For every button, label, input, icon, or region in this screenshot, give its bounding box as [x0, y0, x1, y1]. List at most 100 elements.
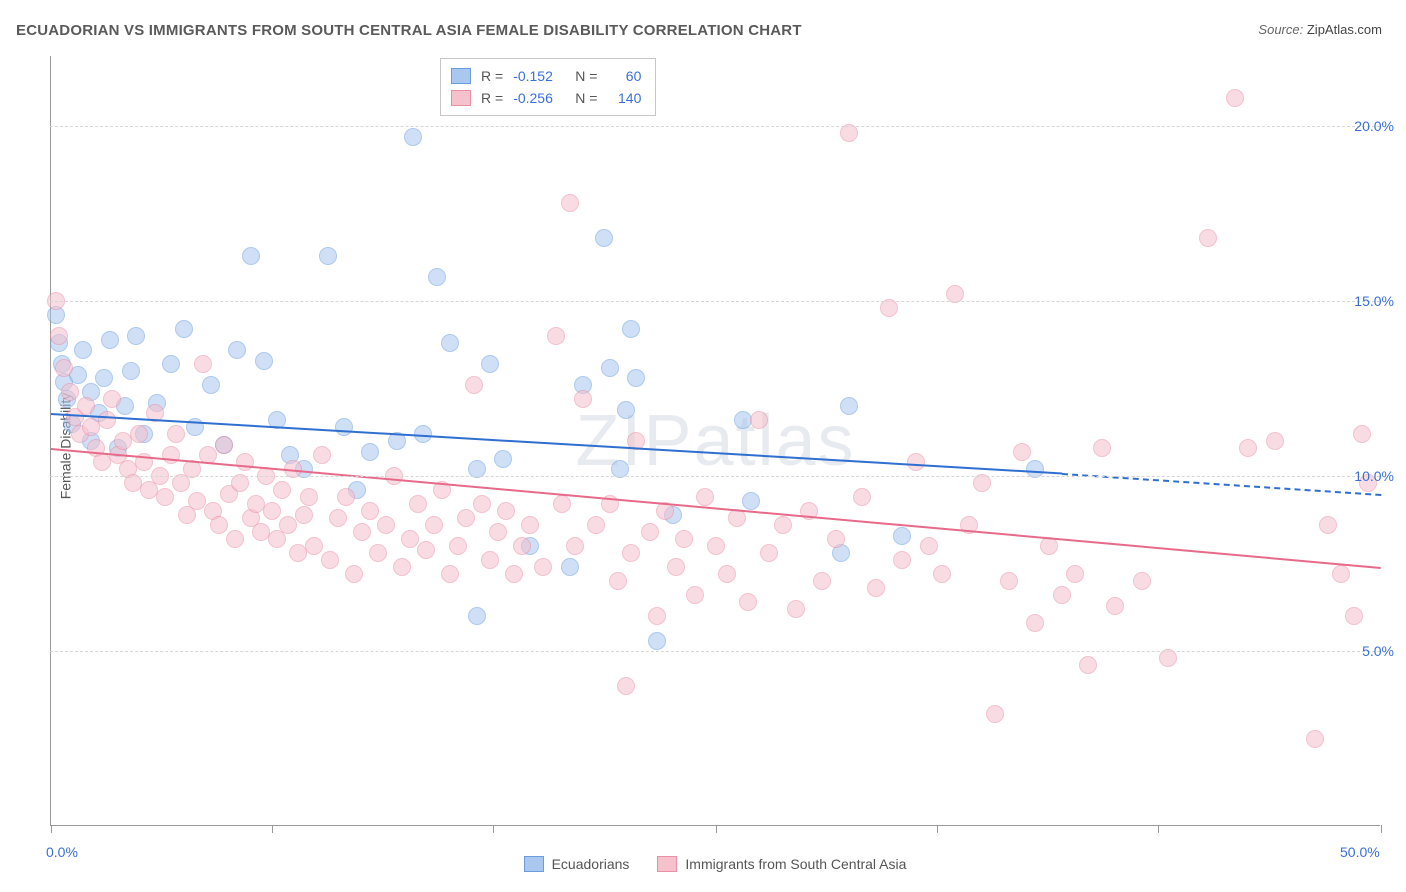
legend-r-label: R = — [481, 90, 503, 106]
data-point — [127, 327, 145, 345]
data-point — [675, 530, 693, 548]
source-attribution: Source: ZipAtlas.com — [1258, 22, 1382, 37]
data-point — [547, 327, 565, 345]
data-point — [1013, 443, 1031, 461]
data-point — [95, 369, 113, 387]
data-point — [494, 450, 512, 468]
data-point — [513, 537, 531, 555]
legend-r-value: -0.152 — [513, 68, 565, 84]
data-point — [505, 565, 523, 583]
data-point — [98, 411, 116, 429]
data-point — [441, 334, 459, 352]
y-tick-label: 15.0% — [1354, 293, 1394, 309]
data-point — [696, 488, 714, 506]
data-point — [561, 558, 579, 576]
data-point — [561, 194, 579, 212]
data-point — [369, 544, 387, 562]
legend-item: Immigrants from South Central Asia — [657, 856, 906, 872]
data-point — [236, 453, 254, 471]
data-point — [1106, 597, 1124, 615]
data-point — [101, 331, 119, 349]
data-point — [361, 502, 379, 520]
data-point — [617, 401, 635, 419]
data-point — [1266, 432, 1284, 450]
legend-n-label: N = — [575, 90, 597, 106]
data-point — [279, 516, 297, 534]
data-point — [353, 523, 371, 541]
data-point — [1066, 565, 1084, 583]
data-point — [574, 390, 592, 408]
data-point — [409, 495, 427, 513]
data-point — [255, 352, 273, 370]
data-point — [156, 488, 174, 506]
data-point — [1199, 229, 1217, 247]
data-point — [566, 537, 584, 555]
data-point — [907, 453, 925, 471]
data-point — [242, 247, 260, 265]
data-point — [74, 341, 92, 359]
data-point — [188, 492, 206, 510]
data-point — [739, 593, 757, 611]
data-point — [449, 537, 467, 555]
data-point — [1026, 614, 1044, 632]
data-point — [103, 390, 121, 408]
data-point — [50, 327, 68, 345]
legend-label: Immigrants from South Central Asia — [685, 856, 906, 872]
data-point — [622, 320, 640, 338]
data-point — [1306, 730, 1324, 748]
source-label: Source: — [1258, 22, 1303, 37]
data-point — [986, 705, 1004, 723]
correlation-legend: R =-0.152N =60R =-0.256N =140 — [440, 58, 656, 116]
x-tick — [493, 825, 494, 833]
data-point — [1053, 586, 1071, 604]
data-point — [601, 359, 619, 377]
legend-n-value: 140 — [607, 90, 641, 106]
data-point — [893, 527, 911, 545]
data-point — [428, 268, 446, 286]
data-point — [1133, 572, 1151, 590]
trendline — [51, 413, 1062, 474]
legend-swatch — [451, 68, 471, 84]
series-legend: Ecuadorians Immigrants from South Central… — [50, 856, 1380, 872]
data-point — [1345, 607, 1363, 625]
data-point — [313, 446, 331, 464]
data-point — [215, 436, 233, 454]
data-point — [55, 359, 73, 377]
data-point — [853, 488, 871, 506]
data-point — [167, 425, 185, 443]
data-point — [228, 341, 246, 359]
data-point — [667, 558, 685, 576]
data-point — [1332, 565, 1350, 583]
data-point — [162, 355, 180, 373]
data-point — [305, 537, 323, 555]
data-point — [587, 516, 605, 534]
data-point — [122, 362, 140, 380]
data-point — [194, 355, 212, 373]
data-point — [622, 544, 640, 562]
legend-n-value: 60 — [607, 68, 641, 84]
data-point — [521, 516, 539, 534]
data-point — [345, 565, 363, 583]
data-point — [1079, 656, 1097, 674]
data-point — [787, 600, 805, 618]
data-point — [707, 537, 725, 555]
data-point — [489, 523, 507, 541]
data-point — [553, 495, 571, 513]
legend-label: Ecuadorians — [552, 856, 630, 872]
data-point — [465, 376, 483, 394]
y-tick-label: 5.0% — [1362, 643, 1394, 659]
data-point — [1239, 439, 1257, 457]
data-point — [61, 383, 79, 401]
x-tick-label: 50.0% — [1340, 844, 1380, 860]
legend-row: R =-0.256N =140 — [451, 87, 641, 109]
data-point — [319, 247, 337, 265]
data-point — [401, 530, 419, 548]
data-point — [774, 516, 792, 534]
data-point — [468, 607, 486, 625]
x-tick — [51, 825, 52, 833]
data-point — [300, 488, 318, 506]
data-point — [933, 565, 951, 583]
data-point — [417, 541, 435, 559]
gridline — [50, 651, 1380, 652]
data-point — [497, 502, 515, 520]
